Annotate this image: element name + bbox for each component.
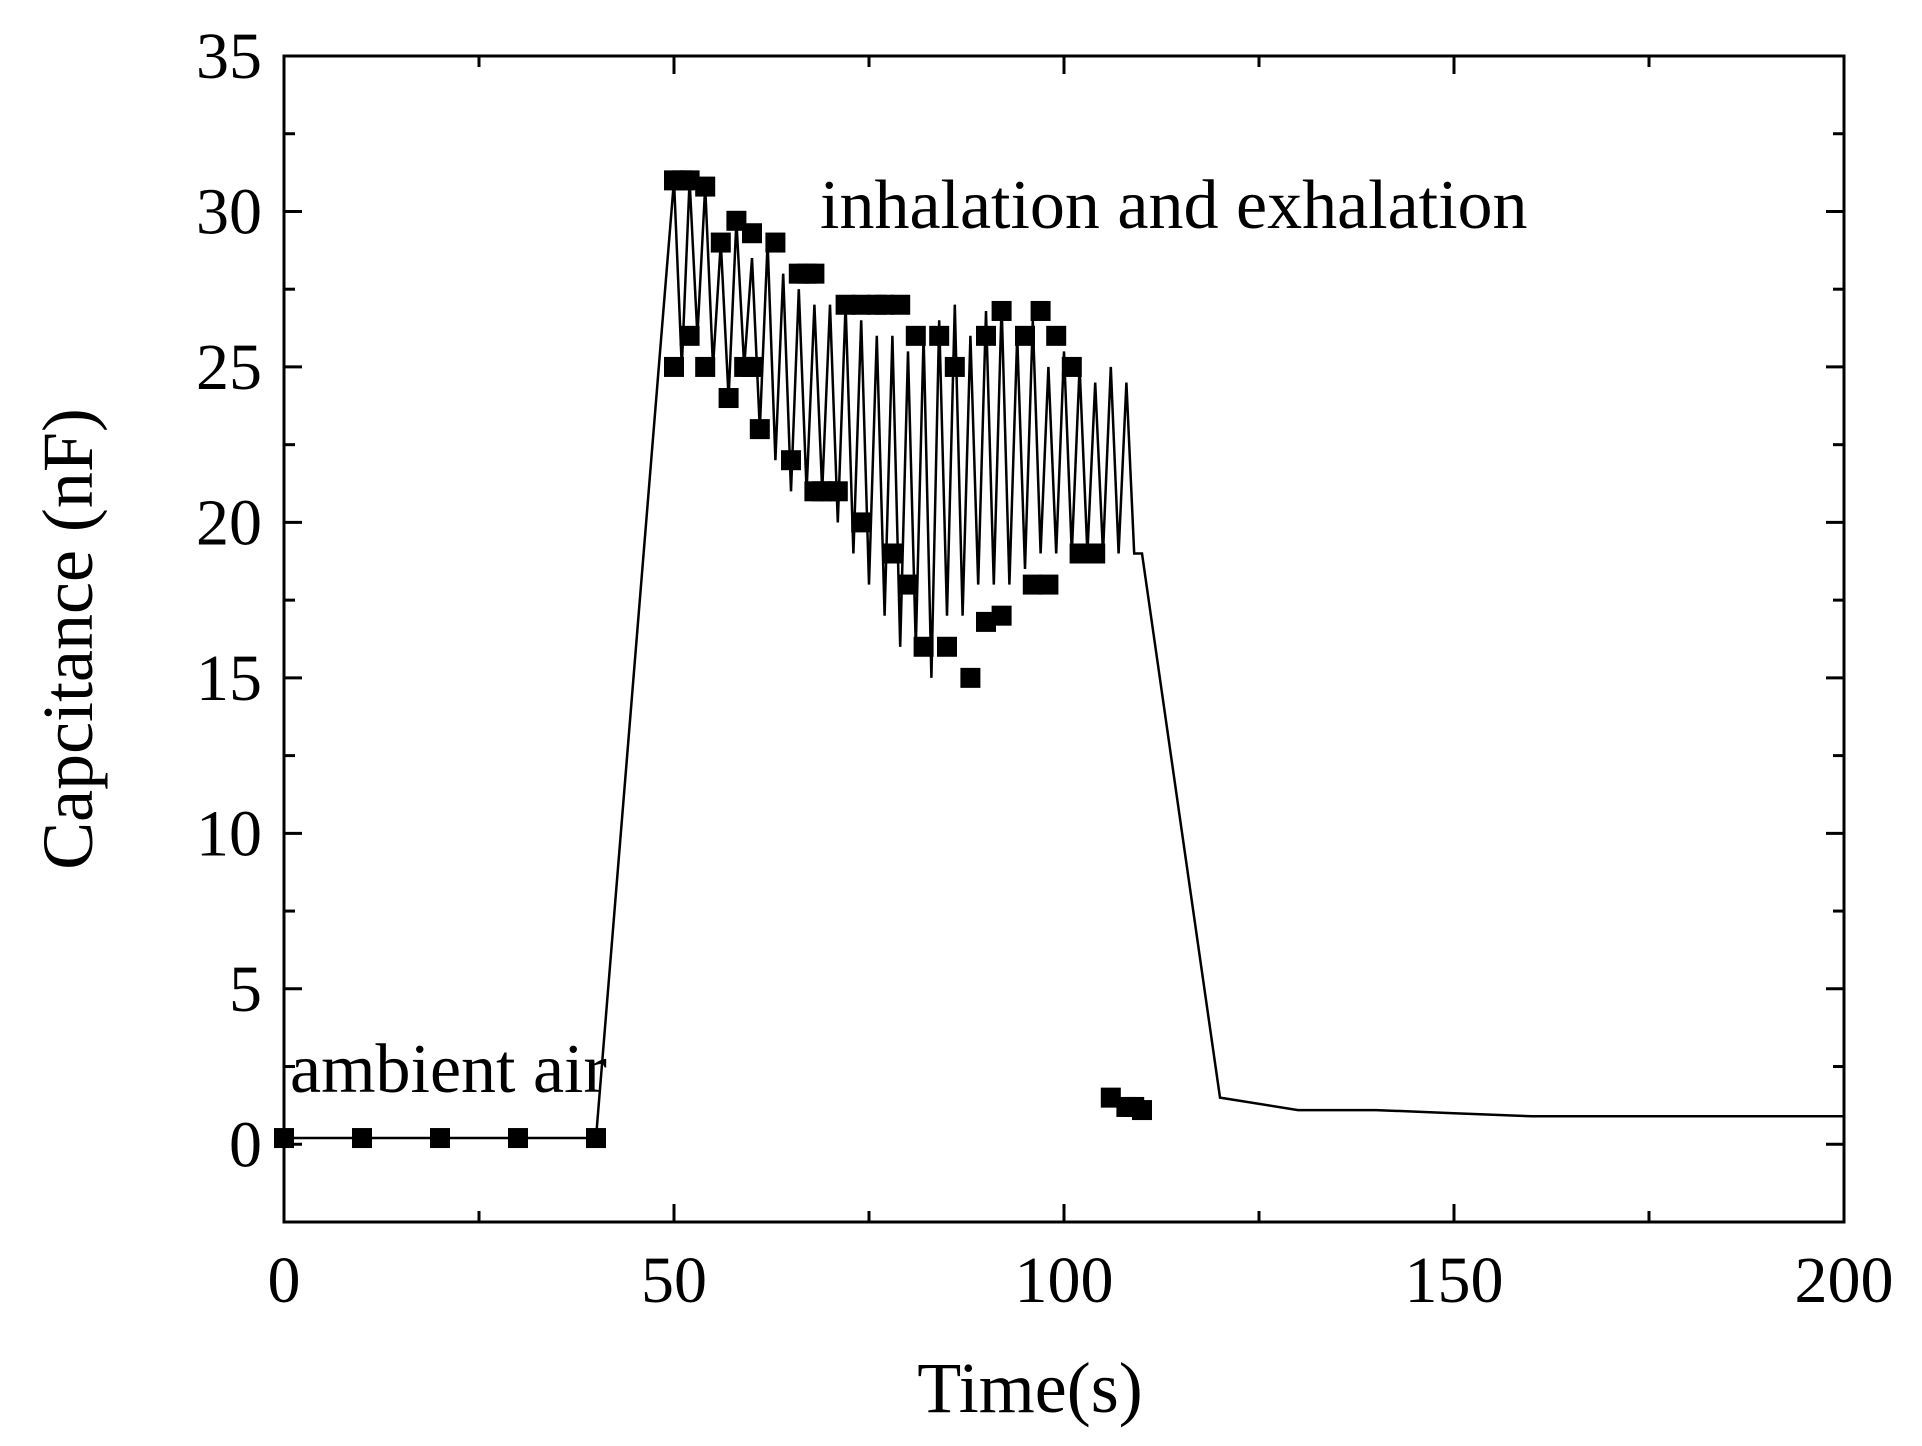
y-tick-label: 10 — [196, 797, 262, 870]
data-point — [742, 223, 762, 244]
x-tick-label: 100 — [1015, 1244, 1114, 1317]
y-tick-label: 30 — [196, 175, 262, 248]
annotation-inhalation-exhalation: inhalation and exhalation — [820, 167, 1528, 244]
tick-labels: 0 50 100 150 200 0 5 10 15 20 25 30 35 — [196, 20, 1894, 1317]
data-point — [430, 1128, 450, 1149]
data-point — [991, 300, 1012, 321]
data-point — [882, 543, 903, 564]
data-point — [913, 636, 934, 657]
series-layer — [274, 170, 1844, 1149]
x-tick-label: 200 — [1795, 1244, 1894, 1317]
y-tick-label: 20 — [196, 486, 262, 559]
data-point — [726, 210, 747, 231]
data-point — [679, 170, 700, 191]
data-point — [976, 611, 996, 632]
data-point — [718, 388, 739, 409]
data-point — [1132, 1100, 1152, 1121]
data-point — [352, 1128, 372, 1149]
data-point — [765, 232, 786, 253]
y-tick-label: 15 — [196, 642, 262, 715]
data-point — [710, 232, 731, 253]
plot-frame — [282, 54, 1846, 1224]
data-point — [851, 512, 872, 533]
data-point — [695, 176, 716, 197]
y-tick-label: 25 — [196, 331, 262, 404]
data-point — [664, 356, 684, 377]
data-point — [1030, 300, 1051, 321]
data-point — [960, 667, 981, 688]
data-point — [804, 263, 825, 284]
data-point — [1061, 356, 1082, 377]
y-tick-label: 5 — [229, 953, 262, 1026]
data-point — [827, 481, 848, 502]
data-point — [742, 356, 762, 377]
data-point — [679, 325, 700, 346]
data-point — [749, 419, 770, 440]
data-point — [905, 325, 926, 346]
y-tick-label: 0 — [229, 1108, 262, 1181]
data-point — [1085, 543, 1106, 564]
data-point — [898, 574, 918, 595]
data-point — [890, 294, 911, 315]
data-point — [1038, 574, 1059, 595]
x-tick-label: 0 — [268, 1244, 301, 1317]
data-point — [835, 294, 856, 315]
data-point — [944, 356, 965, 377]
y-tick-label: 35 — [196, 20, 262, 93]
data-point — [1015, 325, 1035, 346]
annotation-ambient-air: ambient air — [290, 1031, 607, 1108]
data-point — [1100, 1087, 1121, 1108]
y-axis-title: Capcitance (nF) — [28, 408, 108, 870]
data-point — [929, 325, 950, 346]
data-point — [851, 294, 872, 315]
data-point — [937, 636, 957, 657]
data-point — [781, 450, 801, 471]
data-point — [874, 294, 895, 315]
data-point — [586, 1128, 606, 1149]
x-axis-title: Time(s) — [917, 1348, 1142, 1428]
x-tick-label: 150 — [1405, 1244, 1504, 1317]
data-point — [976, 325, 996, 346]
x-tick-label: 50 — [641, 1244, 707, 1317]
data-point — [1046, 325, 1067, 346]
data-point — [508, 1128, 528, 1149]
data-point — [695, 356, 716, 377]
data-point — [991, 605, 1012, 626]
data-point — [1022, 574, 1043, 595]
